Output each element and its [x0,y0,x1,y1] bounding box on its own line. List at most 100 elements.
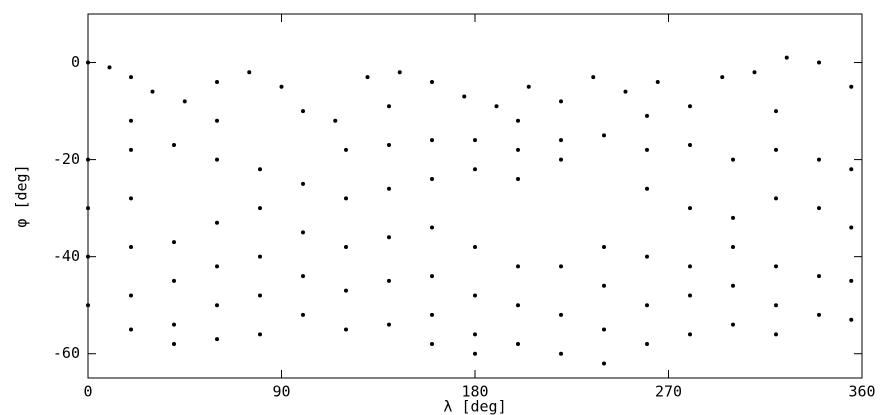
particle [591,75,596,80]
particle [774,109,778,114]
x-tick-label: 90 [272,383,290,401]
particle [731,157,735,162]
particle [129,196,133,201]
particle [301,109,305,114]
particle [688,143,692,148]
particle [559,99,563,104]
particle [849,225,854,230]
particle [258,206,262,211]
particle [516,342,520,347]
y-axis-label: φ [deg] [13,164,31,227]
particle [215,79,219,84]
particle [602,327,606,332]
particle [129,244,133,249]
particle [86,206,90,211]
particle [559,312,563,317]
particle [731,215,735,220]
particle [473,332,477,337]
particle [516,118,520,123]
particle [301,181,305,186]
particle [645,303,649,308]
particle [516,147,520,152]
particle [559,264,563,269]
particle [387,104,391,109]
particle [387,322,391,327]
particle [182,99,187,104]
particle [430,79,434,84]
particle [344,147,348,152]
particle [473,138,477,143]
particle [602,361,606,366]
particle [430,312,434,317]
particle [172,143,176,148]
particle [645,113,649,118]
particle [344,288,348,293]
y-tick-label: -40 [53,247,80,265]
particle [344,327,348,332]
particle [784,55,789,60]
particle [849,84,854,89]
particle [215,303,219,308]
particle [215,337,219,342]
particle [172,278,176,283]
particle [774,332,778,337]
particle [559,157,563,162]
x-tick-label: 360 [848,383,875,401]
particle [215,220,219,225]
particle [172,342,176,347]
particle [86,157,90,162]
particle [774,196,778,201]
particle [129,327,133,332]
particle [301,274,305,279]
particle [387,143,391,148]
particle [849,167,854,172]
particle [559,138,563,143]
particle [172,322,176,327]
particle [688,264,692,269]
particle [258,293,262,298]
x-tick-label: 270 [655,383,682,401]
particle [129,75,133,80]
particle [688,293,692,298]
particle [301,230,305,235]
particle [849,317,854,322]
particle [752,70,757,75]
particle [774,147,778,152]
particle [623,89,628,94]
particle [559,351,563,356]
particle [387,186,391,191]
particle [817,274,821,279]
particle [129,147,133,152]
particle [602,133,606,138]
particle [107,65,112,70]
particle [430,274,434,279]
particle [473,293,477,298]
plot-frame [87,13,863,379]
x-tick-label: 180 [461,383,488,401]
particle [720,75,725,80]
particle [849,278,854,283]
particle [817,312,821,317]
particle [150,89,155,94]
particle [817,157,821,162]
particle [129,293,133,298]
particle [344,244,348,249]
particle [473,244,477,249]
particle [333,118,338,123]
particle [688,104,692,109]
particle [688,206,692,211]
particle [247,70,252,75]
particle [129,118,133,123]
particle [731,244,735,249]
particle [430,342,434,347]
y-tick-label: -20 [53,150,80,168]
particle [602,283,606,288]
particle [387,235,391,240]
particle [430,138,434,143]
particle [516,177,520,182]
particle [344,196,348,201]
particle [516,303,520,308]
particle [731,283,735,288]
